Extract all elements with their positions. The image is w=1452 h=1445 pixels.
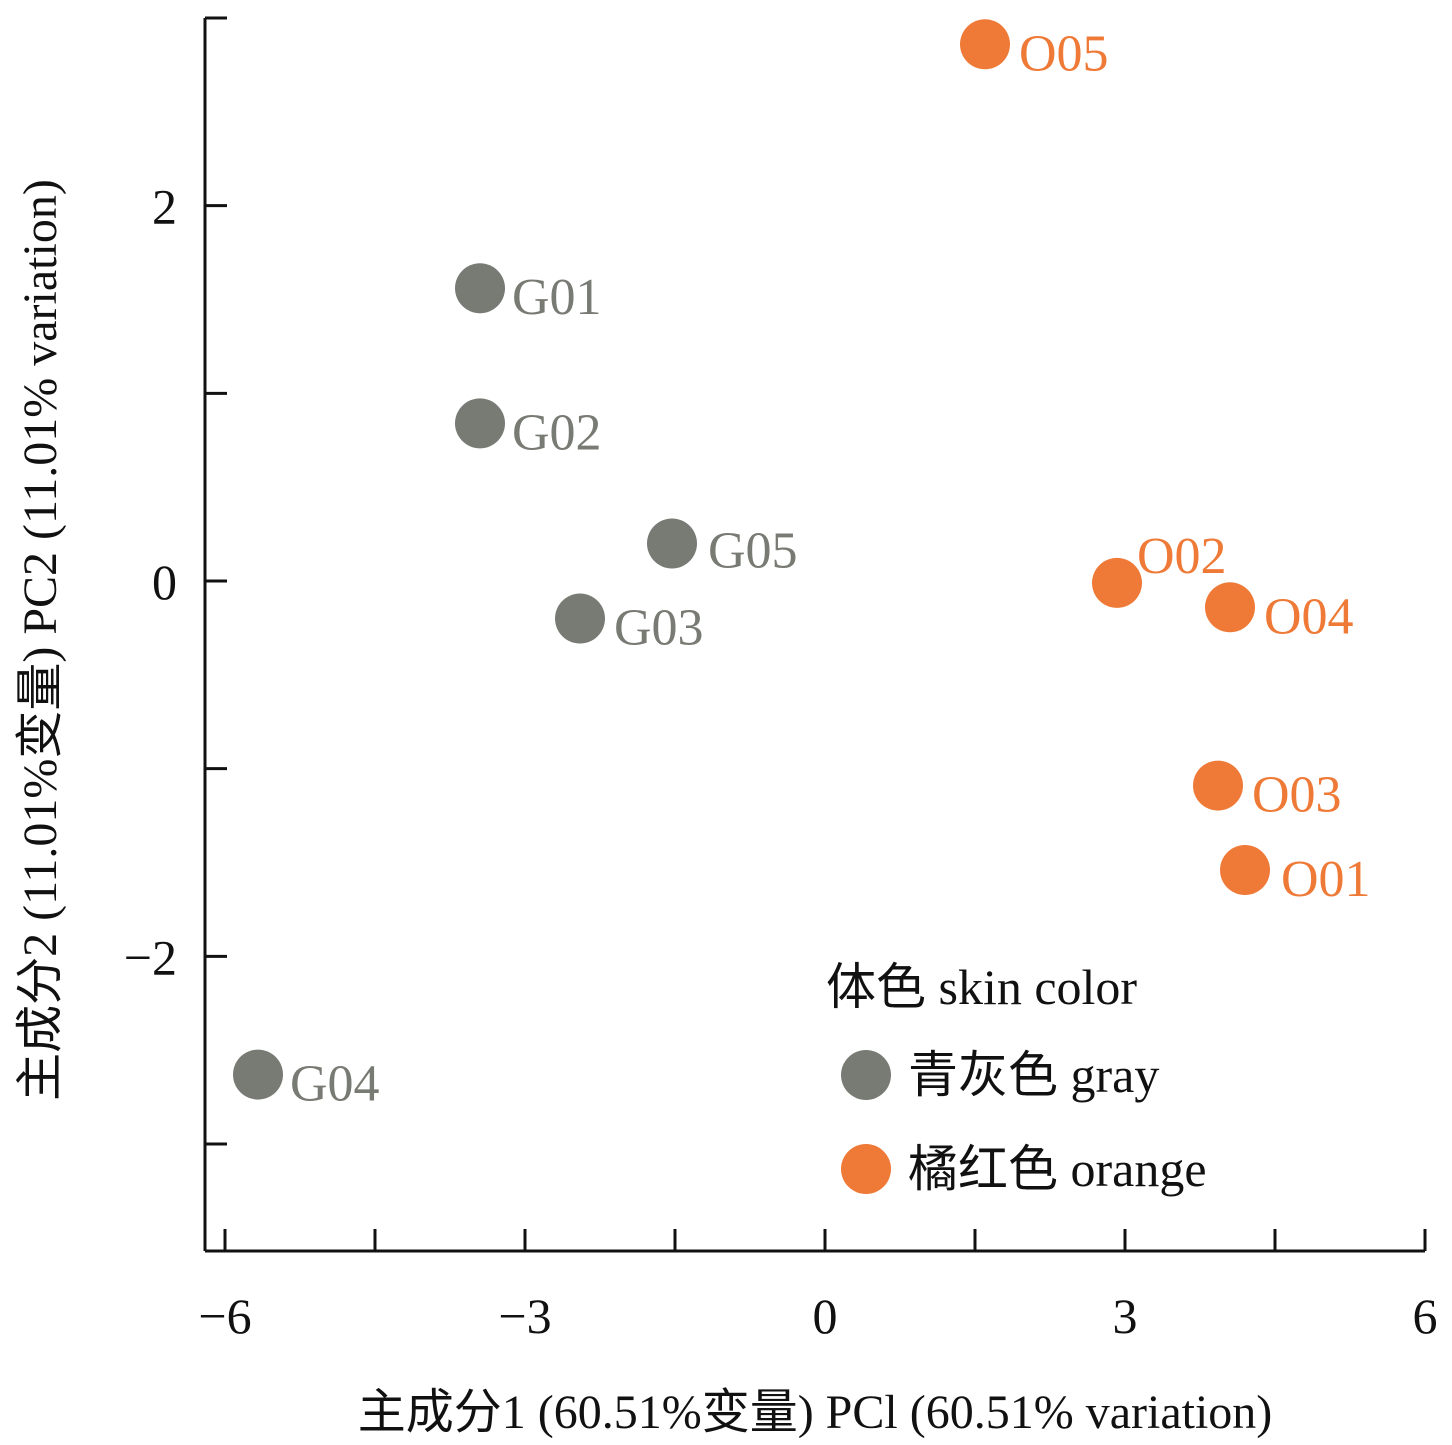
point-label-o03: O03 bbox=[1252, 767, 1342, 824]
data-point-o05 bbox=[960, 19, 1010, 70]
legend-marker-1 bbox=[841, 1144, 891, 1194]
y-tick-label: 2 bbox=[152, 179, 177, 235]
legend-label-1: 橘红色 orange bbox=[908, 1141, 1207, 1197]
ticks: −6 −3 0 3 6 −2 0 2 bbox=[124, 179, 1438, 1344]
point-label-o05: O05 bbox=[1019, 25, 1109, 82]
legend: 体色 skin color 青灰色 gray 橘红色 orange bbox=[826, 959, 1207, 1197]
legend-label-0: 青灰色 gray bbox=[908, 1047, 1159, 1103]
point-label-g01: G01 bbox=[512, 269, 602, 326]
data-point-o03 bbox=[1193, 760, 1243, 811]
data-point-o01 bbox=[1220, 845, 1270, 896]
x-tick-label: −6 bbox=[198, 1288, 251, 1344]
legend-title: 体色 skin color bbox=[826, 959, 1137, 1015]
data-point-o02 bbox=[1092, 557, 1142, 608]
point-label-g05: G05 bbox=[708, 522, 798, 579]
x-tick-label: 3 bbox=[1113, 1288, 1138, 1344]
legend-marker-0 bbox=[841, 1050, 891, 1100]
data-point-g02 bbox=[455, 398, 505, 449]
data-points: G01 G02 G03 G04 G05 O01 O02 O03 O04 O05 bbox=[233, 19, 1371, 1113]
point-label-o02: O02 bbox=[1137, 528, 1227, 585]
x-tick-label: 0 bbox=[813, 1288, 838, 1344]
axes bbox=[203, 16, 1427, 1253]
point-label-o01: O01 bbox=[1281, 851, 1371, 908]
point-label-g04: G04 bbox=[290, 1056, 380, 1113]
y-axis-title: 主成分2 (11.01%变量) PC2 (11.01% variation) bbox=[14, 179, 67, 1101]
point-label-o04: O04 bbox=[1264, 588, 1354, 645]
y-tick-label: −2 bbox=[124, 929, 177, 985]
x-tick-label: 6 bbox=[1413, 1288, 1438, 1344]
data-point-g05 bbox=[647, 518, 697, 569]
data-point-g01 bbox=[455, 263, 505, 314]
point-label-g02: G02 bbox=[512, 404, 602, 461]
y-tick-label: 0 bbox=[152, 554, 177, 610]
data-point-g04 bbox=[233, 1049, 283, 1100]
x-axis-title: 主成分1 (60.51%变量) PCl (60.51% variation) bbox=[358, 1386, 1273, 1439]
point-label-g03: G03 bbox=[614, 600, 704, 657]
data-point-o04 bbox=[1205, 582, 1255, 633]
x-tick-label: −3 bbox=[498, 1288, 551, 1344]
data-point-g03 bbox=[555, 593, 605, 644]
